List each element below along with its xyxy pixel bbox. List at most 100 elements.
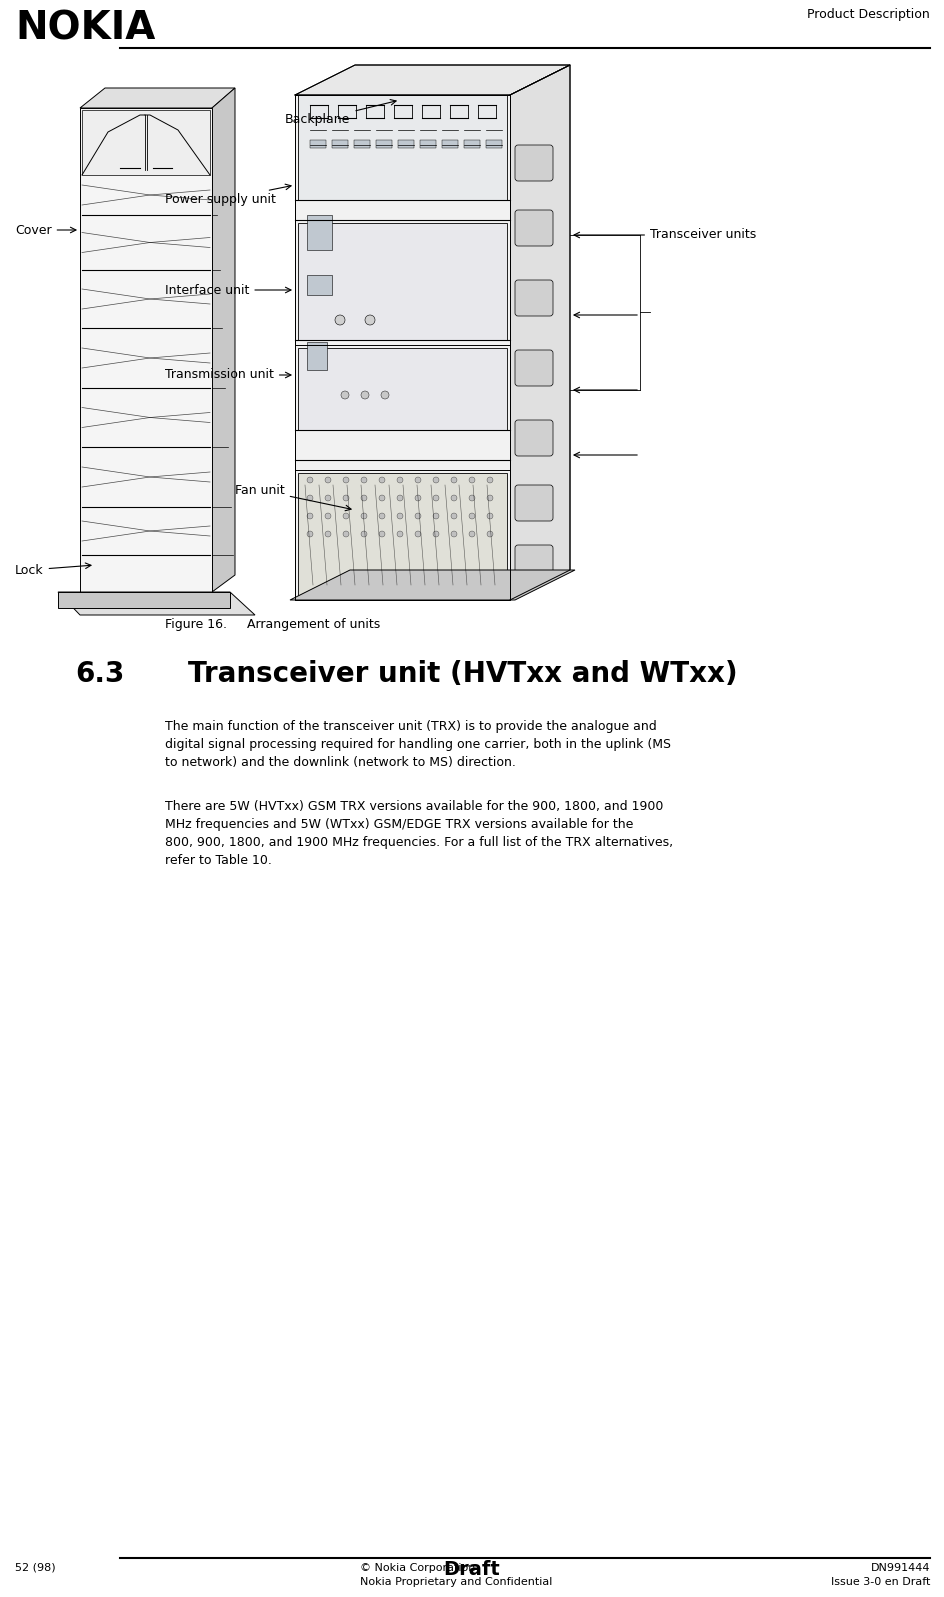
- Text: Issue 3-0 en Draft: Issue 3-0 en Draft: [831, 1576, 930, 1587]
- Text: Lock: Lock: [15, 564, 91, 577]
- Circle shape: [325, 530, 331, 537]
- Text: There are 5W (HVTxx) GSM TRX versions available for the 900, 1800, and 1900
MHz : There are 5W (HVTxx) GSM TRX versions av…: [165, 800, 673, 867]
- Circle shape: [307, 478, 313, 482]
- Text: Transceiver units: Transceiver units: [574, 228, 756, 241]
- Bar: [307, 216, 332, 251]
- Circle shape: [469, 495, 475, 501]
- Circle shape: [325, 513, 331, 519]
- Bar: [332, 141, 348, 149]
- Circle shape: [451, 513, 457, 519]
- Circle shape: [361, 495, 367, 501]
- Circle shape: [307, 530, 313, 537]
- FancyBboxPatch shape: [515, 350, 553, 386]
- Bar: [420, 141, 436, 149]
- Circle shape: [325, 478, 331, 482]
- Circle shape: [451, 495, 457, 501]
- Circle shape: [469, 513, 475, 519]
- Text: The main function of the transceiver unit (TRX) is to provide the analogue and
d: The main function of the transceiver uni…: [165, 720, 671, 770]
- Circle shape: [365, 315, 375, 326]
- Circle shape: [397, 513, 403, 519]
- Bar: [464, 141, 480, 149]
- Circle shape: [415, 513, 421, 519]
- Polygon shape: [510, 65, 570, 600]
- FancyBboxPatch shape: [515, 420, 553, 457]
- Polygon shape: [295, 94, 510, 600]
- Circle shape: [433, 513, 439, 519]
- Text: 6.3: 6.3: [75, 660, 125, 688]
- Text: Transmission unit: Transmission unit: [165, 369, 291, 382]
- Bar: [354, 141, 370, 149]
- Circle shape: [307, 513, 313, 519]
- Circle shape: [379, 478, 385, 482]
- Circle shape: [307, 495, 313, 501]
- Circle shape: [343, 495, 349, 501]
- Text: 52 (98): 52 (98): [15, 1563, 56, 1573]
- Circle shape: [415, 530, 421, 537]
- Text: Power supply unit: Power supply unit: [165, 184, 291, 206]
- Bar: [298, 94, 507, 200]
- Text: © Nokia Corporation: © Nokia Corporation: [360, 1563, 476, 1573]
- Polygon shape: [212, 88, 235, 592]
- Circle shape: [451, 530, 457, 537]
- Polygon shape: [290, 570, 575, 600]
- Polygon shape: [58, 592, 230, 608]
- Text: Transceiver unit (HVTxx and WTxx): Transceiver unit (HVTxx and WTxx): [188, 660, 737, 688]
- Circle shape: [433, 495, 439, 501]
- Circle shape: [487, 530, 493, 537]
- Text: Interface unit: Interface unit: [165, 284, 291, 297]
- Text: Backplane: Backplane: [285, 99, 396, 126]
- Circle shape: [415, 495, 421, 501]
- Circle shape: [361, 478, 367, 482]
- Circle shape: [433, 530, 439, 537]
- Bar: [307, 342, 327, 371]
- Circle shape: [343, 530, 349, 537]
- Bar: [298, 348, 507, 430]
- Bar: [486, 141, 502, 149]
- Text: Cover: Cover: [15, 224, 76, 236]
- Circle shape: [379, 530, 385, 537]
- Bar: [310, 141, 326, 149]
- Polygon shape: [80, 109, 212, 592]
- Circle shape: [487, 478, 493, 482]
- Text: NOKIA: NOKIA: [15, 10, 156, 48]
- Circle shape: [325, 495, 331, 501]
- Bar: [442, 141, 458, 149]
- Circle shape: [469, 478, 475, 482]
- Circle shape: [379, 495, 385, 501]
- Circle shape: [361, 513, 367, 519]
- Circle shape: [487, 513, 493, 519]
- Circle shape: [381, 391, 389, 399]
- FancyBboxPatch shape: [515, 279, 553, 316]
- Circle shape: [379, 513, 385, 519]
- FancyBboxPatch shape: [515, 545, 553, 581]
- Text: Draft: Draft: [444, 1560, 500, 1579]
- Text: Figure 16.     Arrangement of units: Figure 16. Arrangement of units: [165, 618, 380, 631]
- Text: Product Description: Product Description: [807, 8, 930, 21]
- FancyBboxPatch shape: [515, 485, 553, 521]
- Polygon shape: [82, 110, 210, 176]
- Bar: [398, 141, 414, 149]
- Text: DN991444: DN991444: [870, 1563, 930, 1573]
- Bar: [376, 141, 392, 149]
- Circle shape: [433, 478, 439, 482]
- Circle shape: [469, 530, 475, 537]
- Circle shape: [415, 478, 421, 482]
- Circle shape: [397, 478, 403, 482]
- Text: Fan unit: Fan unit: [235, 484, 351, 511]
- FancyBboxPatch shape: [515, 209, 553, 246]
- Polygon shape: [58, 592, 255, 615]
- Text: Nokia Proprietary and Confidential: Nokia Proprietary and Confidential: [360, 1576, 552, 1587]
- Circle shape: [335, 315, 345, 326]
- Bar: [298, 224, 507, 340]
- Circle shape: [451, 478, 457, 482]
- Polygon shape: [80, 88, 235, 109]
- Circle shape: [341, 391, 349, 399]
- Bar: [307, 275, 332, 295]
- FancyBboxPatch shape: [515, 145, 553, 180]
- Circle shape: [397, 495, 403, 501]
- Polygon shape: [295, 65, 570, 94]
- Circle shape: [361, 530, 367, 537]
- Circle shape: [397, 530, 403, 537]
- Circle shape: [487, 495, 493, 501]
- Bar: [298, 473, 507, 600]
